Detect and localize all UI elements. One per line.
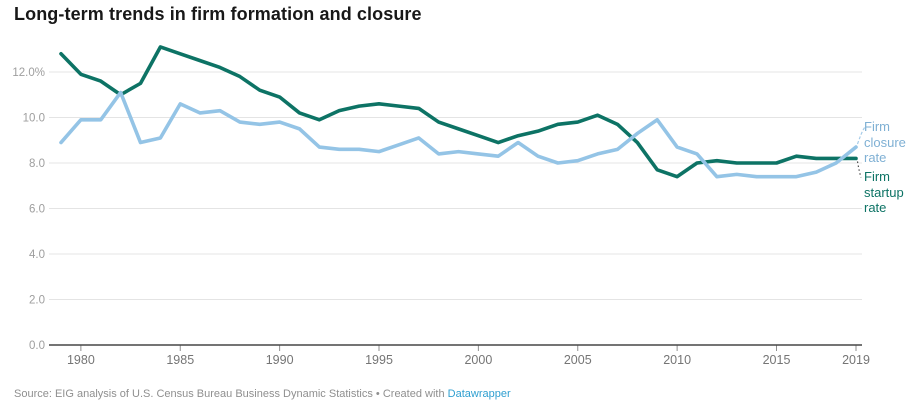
y-tick-label: 8.0 [29, 158, 45, 170]
series-line-firm-startup-rate [59, 45, 858, 179]
y-tick-label: 10.0 [23, 113, 45, 125]
series-label-firm-startup-rate: Firm startup rate [864, 169, 904, 215]
x-tick-label: 2019 [842, 353, 870, 367]
datawrapper-link[interactable]: Datawrapper [447, 388, 511, 400]
closure-label-leader-line [856, 125, 866, 145]
x-tick-label: 2010 [663, 353, 691, 367]
x-tick-label: 1985 [166, 353, 194, 367]
series-line-firm-closure-rate [59, 90, 858, 179]
y-tick-label: 0.0 [29, 340, 45, 352]
x-tick-label: 1995 [365, 353, 393, 367]
chart-title: Long-term trends in firm formation and c… [14, 4, 422, 24]
series-label-firm-closure-rate: Firm closure rate [864, 119, 906, 165]
x-tick-label: 2005 [564, 353, 592, 367]
startup-label-leader-line [856, 161, 862, 178]
source-note: Source: EIG analysis of U.S. Census Bure… [14, 388, 511, 400]
x-tick-label: 2015 [763, 353, 791, 367]
x-tick-label: 1980 [67, 353, 95, 367]
y-tick-label: 4.0 [29, 249, 45, 261]
x-tick-label: 1990 [266, 353, 294, 367]
y-tick-label: 6.0 [29, 204, 45, 216]
x-tick-label: 2000 [464, 353, 492, 367]
y-tick-label: 2.0 [29, 295, 45, 307]
source-text: Source: EIG analysis of U.S. Census Bure… [14, 388, 445, 400]
y-tick-label: 12.0% [12, 67, 45, 79]
